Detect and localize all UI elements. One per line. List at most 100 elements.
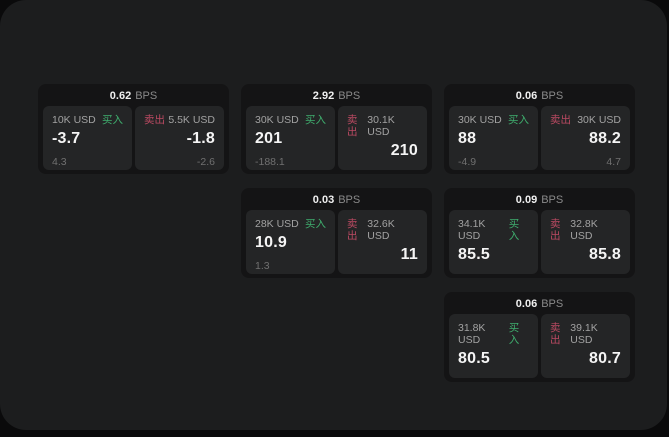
- buy-price-value: 80.5: [458, 350, 490, 367]
- buy-panel[interactable]: 28K USD 买入 10.9 1.3: [246, 210, 335, 274]
- quote-card: 0.62 BPS 10K USD 买入 -3.7 4.3 卖出 5.5K USD…: [38, 84, 229, 174]
- card-header: 0.62 BPS: [43, 84, 224, 106]
- sell-price-value: 11: [400, 246, 418, 263]
- quote-column-3: 0.06 BPS 30K USD 买入 88 -4.9 卖出 30K USD 8…: [444, 84, 635, 382]
- bps-unit-label: BPS: [541, 194, 564, 206]
- sell-side-label: 卖出: [550, 114, 571, 126]
- buy-sell-panels: 34.1K USD 买入 85.5 -3.1 卖出 32.8K USD 85.8…: [449, 210, 630, 274]
- buy-header-row: 28K USD 买入: [255, 218, 326, 230]
- card-header: 0.09 BPS: [449, 188, 630, 210]
- buy-sell-panels: 30K USD 买入 88 -4.9 卖出 30K USD 88.2 4.7: [449, 106, 630, 170]
- sell-change-value: 10.2: [550, 376, 621, 378]
- quote-card: 2.92 BPS 30K USD 买入 201 -188.1 卖出 30.1K …: [241, 84, 432, 174]
- card-header: 0.03 BPS: [246, 188, 427, 210]
- quote-card: 0.06 BPS 30K USD 买入 88 -4.9 卖出 30K USD 8…: [444, 84, 635, 174]
- buy-price-value: 10.9: [255, 234, 287, 251]
- sell-amount: 30K USD: [577, 114, 621, 126]
- buy-price-value: 85.5: [458, 246, 490, 263]
- buy-side-label: 买入: [305, 218, 326, 230]
- bps-unit-label: BPS: [135, 90, 158, 102]
- sell-change-value: 196.5: [347, 168, 418, 170]
- buy-change-value: -188.1: [255, 156, 285, 168]
- buy-amount: 10K USD: [52, 114, 96, 126]
- sell-header-row: 卖出 5.5K USD: [144, 114, 215, 126]
- buy-side-label: 买入: [508, 114, 529, 126]
- quote-column-1: 0.62 BPS 10K USD 买入 -3.7 4.3 卖出 5.5K USD…: [38, 84, 229, 174]
- buy-side-label: 买入: [508, 322, 520, 346]
- buy-side-label: 买入: [508, 218, 520, 242]
- buy-sell-panels: 10K USD 买入 -3.7 4.3 卖出 5.5K USD -1.8 -2.…: [43, 106, 224, 170]
- sell-amount: 30.1K USD: [367, 114, 395, 138]
- sell-side-label: 卖出: [550, 218, 561, 242]
- buy-change-value: -3.1: [458, 272, 529, 274]
- buy-change-value: -4.9: [458, 156, 477, 168]
- buy-price-value: 88: [458, 130, 477, 147]
- bps-unit-label: BPS: [338, 90, 361, 102]
- buy-sell-panels: 30K USD 买入 201 -188.1 卖出 30.1K USD 210 1…: [246, 106, 427, 170]
- sell-side-label: 卖出: [144, 114, 165, 126]
- buy-header-row: 31.8K USD 买入: [458, 322, 529, 346]
- bps-unit-label: BPS: [338, 194, 361, 206]
- card-header: 0.06 BPS: [449, 84, 630, 106]
- quote-card: 0.09 BPS 34.1K USD 买入 85.5 -3.1 卖出 32.8K…: [444, 188, 635, 278]
- sell-panel[interactable]: 卖出 32.6K USD 11 -1.8: [338, 210, 427, 274]
- buy-change-value: -10.8: [458, 376, 529, 378]
- sell-change-value: -1.8: [347, 272, 418, 274]
- buy-header-row: 10K USD 买入: [52, 114, 123, 126]
- sell-side-label: 卖出: [550, 322, 561, 346]
- sell-panel[interactable]: 卖出 39.1K USD 80.7 10.2: [541, 314, 630, 378]
- sell-change-value: -2.6: [196, 156, 215, 168]
- buy-panel[interactable]: 31.8K USD 买入 80.5 -10.8: [449, 314, 538, 378]
- spread-bps-value: 0.62: [109, 90, 132, 102]
- sell-panel[interactable]: 卖出 5.5K USD -1.8 -2.6: [135, 106, 224, 170]
- sell-panel[interactable]: 卖出 32.8K USD 85.8 3.0: [541, 210, 630, 274]
- quote-column-2: 2.92 BPS 30K USD 买入 201 -188.1 卖出 30.1K …: [241, 84, 432, 278]
- sell-price-value: 85.8: [589, 246, 621, 263]
- sell-side-label: 卖出: [347, 218, 358, 242]
- sell-amount: 32.6K USD: [367, 218, 395, 242]
- buy-sell-panels: 28K USD 买入 10.9 1.3 卖出 32.6K USD 11 -1.8: [246, 210, 427, 274]
- buy-amount: 28K USD: [255, 218, 299, 230]
- buy-panel[interactable]: 34.1K USD 买入 85.5 -3.1: [449, 210, 538, 274]
- buy-amount: 30K USD: [458, 114, 502, 126]
- buy-amount: 30K USD: [255, 114, 299, 126]
- buy-header-row: 30K USD 买入: [458, 114, 529, 126]
- card-header: 0.06 BPS: [449, 292, 630, 314]
- buy-side-label: 买入: [305, 114, 326, 126]
- spread-bps-value: 0.09: [515, 194, 538, 206]
- sell-header-row: 卖出 30.1K USD: [347, 114, 418, 138]
- buy-header-row: 34.1K USD 买入: [458, 218, 529, 242]
- spread-bps-value: 0.06: [515, 90, 538, 102]
- sell-change-value: 4.7: [606, 156, 621, 168]
- bps-unit-label: BPS: [541, 298, 564, 310]
- buy-change-value: 1.3: [255, 260, 270, 272]
- sell-header-row: 卖出 32.6K USD: [347, 218, 418, 242]
- card-header: 2.92 BPS: [246, 84, 427, 106]
- sell-amount: 39.1K USD: [570, 322, 598, 346]
- buy-amount: 34.1K USD: [458, 218, 486, 242]
- buy-price-value: 201: [255, 130, 283, 147]
- sell-change-value: 3.0: [550, 272, 621, 274]
- buy-change-value: 4.3: [52, 156, 67, 168]
- spread-bps-value: 2.92: [312, 90, 335, 102]
- spread-bps-value: 0.03: [312, 194, 335, 206]
- buy-panel[interactable]: 10K USD 买入 -3.7 4.3: [43, 106, 132, 170]
- bps-unit-label: BPS: [541, 90, 564, 102]
- buy-amount: 31.8K USD: [458, 322, 486, 346]
- buy-price-value: -3.7: [52, 130, 81, 147]
- sell-price-value: -1.8: [186, 130, 215, 147]
- buy-side-label: 买入: [102, 114, 123, 126]
- sell-price-value: 210: [390, 142, 418, 159]
- buy-panel[interactable]: 30K USD 买入 88 -4.9: [449, 106, 538, 170]
- sell-header-row: 卖出 30K USD: [550, 114, 621, 126]
- sell-panel[interactable]: 卖出 30.1K USD 210 196.5: [338, 106, 427, 170]
- sell-price-value: 80.7: [589, 350, 621, 367]
- sell-header-row: 卖出 39.1K USD: [550, 322, 621, 346]
- buy-header-row: 30K USD 买入: [255, 114, 326, 126]
- buy-sell-panels: 31.8K USD 买入 80.5 -10.8 卖出 39.1K USD 80.…: [449, 314, 630, 378]
- sell-side-label: 卖出: [347, 114, 358, 138]
- sell-panel[interactable]: 卖出 30K USD 88.2 4.7: [541, 106, 630, 170]
- quote-card: 0.03 BPS 28K USD 买入 10.9 1.3 卖出 32.6K US…: [241, 188, 432, 278]
- buy-panel[interactable]: 30K USD 买入 201 -188.1: [246, 106, 335, 170]
